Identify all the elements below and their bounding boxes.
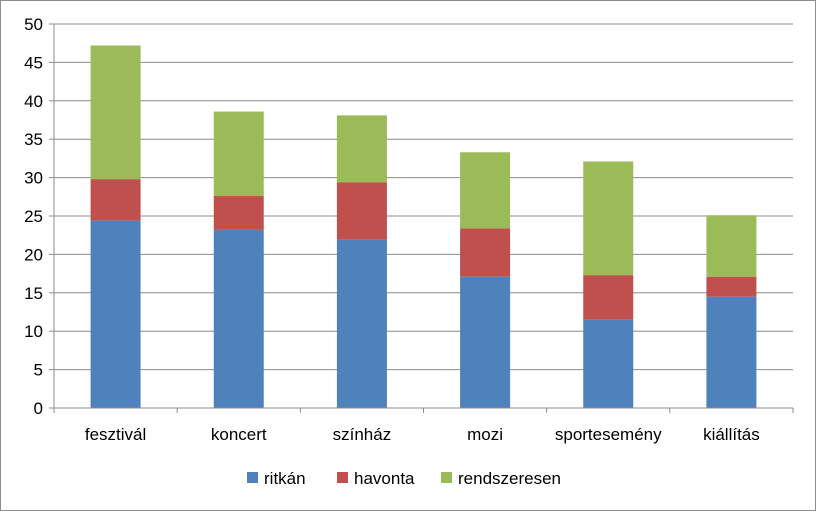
legend-label: rendszeresen bbox=[458, 469, 561, 488]
y-axis-tick-labels: 0 5 10 15 20 25 30 35 40 45 50 bbox=[24, 15, 43, 418]
legend-label: ritkán bbox=[264, 469, 306, 488]
bar-segment bbox=[583, 319, 634, 408]
bar-segment bbox=[460, 276, 511, 408]
bar-segment bbox=[583, 275, 634, 320]
bar-segment bbox=[460, 152, 511, 229]
bar-segment bbox=[336, 115, 387, 183]
bar-segment bbox=[460, 228, 511, 277]
bar-segment bbox=[90, 179, 141, 221]
x-tick-label: fesztivál bbox=[85, 425, 146, 444]
y-tick-label: 30 bbox=[24, 169, 43, 188]
bar-segment bbox=[336, 182, 387, 240]
legend-label: havonta bbox=[354, 469, 415, 488]
bar-segment bbox=[706, 276, 757, 297]
bar-segment bbox=[213, 229, 264, 408]
y-tick-label: 45 bbox=[24, 53, 43, 72]
legend: ritkán havonta rendszeresen bbox=[247, 469, 561, 488]
bar-segment bbox=[336, 239, 387, 408]
y-tick-label: 35 bbox=[24, 130, 43, 149]
y-tick-label: 10 bbox=[24, 322, 43, 341]
y-tick-label: 0 bbox=[34, 399, 43, 418]
x-tick-label: kiállítás bbox=[703, 425, 760, 444]
y-tick-label: 50 bbox=[24, 15, 43, 34]
bar-segment bbox=[213, 196, 264, 230]
y-tick-label: 5 bbox=[34, 361, 43, 380]
bar-segment bbox=[706, 215, 757, 277]
y-tick-label: 40 bbox=[24, 92, 43, 111]
bar-segment bbox=[583, 161, 634, 276]
bars bbox=[90, 45, 757, 408]
y-tick-label: 25 bbox=[24, 207, 43, 226]
bar-segment bbox=[90, 220, 141, 408]
gridlines bbox=[49, 23, 793, 409]
x-tick-label: koncert bbox=[211, 425, 267, 444]
bar-segment bbox=[90, 45, 141, 180]
x-tick-label: sportesemény bbox=[555, 425, 662, 444]
x-tick-label: színház bbox=[333, 425, 392, 444]
x-axis-tick-labels: fesztivál koncert színház mozi sportesemény k… bbox=[85, 425, 760, 444]
legend-swatch bbox=[247, 472, 258, 483]
bar-segment bbox=[213, 111, 264, 197]
legend-swatch bbox=[441, 472, 452, 483]
y-tick-label: 20 bbox=[24, 245, 43, 264]
legend-swatch bbox=[337, 472, 348, 483]
bar-segment bbox=[706, 296, 757, 408]
y-tick-label: 15 bbox=[24, 284, 43, 303]
x-tick-label: mozi bbox=[467, 425, 503, 444]
x-axis bbox=[53, 24, 794, 413]
